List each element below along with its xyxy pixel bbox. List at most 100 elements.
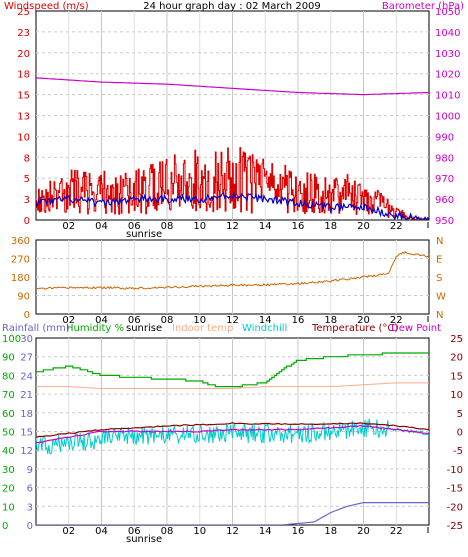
humidity-tick-label: 40 [2,446,15,457]
legend-humidity: Humidity % [66,323,124,334]
x-tick-label: 12 [226,526,239,537]
x-tick-label: 08 [161,526,174,537]
x-tick-label: 10 [193,221,206,232]
rainfall-tick-label: 21 [20,390,33,401]
rainfall-line [36,502,429,525]
legend-indoor-temp: Indoor temp [172,323,233,334]
barometer-line [36,77,429,96]
direction-tick-label: 180 [11,273,30,284]
chart-title: 24 hour graph day : 02 March 2009 [143,1,321,12]
compass-tick-label: N [436,310,443,321]
windspeed-tick-label: 18 [17,70,30,81]
humidity-tick-label: 90 [2,353,15,364]
legend-windchill: Windchill [242,323,287,334]
x-tick-label: 02 [62,221,75,232]
x-tick-label: 06 [128,221,141,232]
barometer-tick-label: 1040 [435,28,460,39]
rainfall-tick-label: 0 [27,521,33,532]
rainfall-tick-label: 12 [20,446,33,457]
temperature-tick-label: 15 [450,371,463,382]
x-tick-label: 22 [390,221,403,232]
x-tick-label: 06 [128,526,141,537]
temperature-tick-label: 25 [450,334,463,345]
barometer-tick-label: 1020 [435,70,460,81]
barometer-tick-label: 990 [435,132,454,143]
barometer-tick-label: 1050 [435,7,460,18]
humidity-line [36,352,429,388]
windspeed-tick-label: 0 [24,216,30,227]
dew-point-line [36,424,429,444]
rainfall-tick-label: 18 [20,409,33,420]
x-tick-label: 22 [390,526,403,537]
windspeed-tick-label: 3 [24,195,30,206]
humidity-tick-label: 50 [2,428,15,439]
windspeed-axis-label: Windspeed (m/s) [4,1,89,12]
humidity-tick-label: 100 [2,334,21,345]
legend-dew-point: Dew Point [391,323,441,334]
windspeed-average-line [36,190,429,220]
x-tick-label: 14 [259,315,272,326]
rainfall-tick-label: 27 [20,353,33,364]
x-tick-label: 18 [324,221,337,232]
direction-tick-label: 270 [11,255,30,266]
barometer-tick-label: 950 [435,216,454,227]
humidity-tick-label: 20 [2,484,15,495]
rainfall-tick-label: 9 [27,465,33,476]
x-tick-label: 10 [193,315,206,326]
windspeed-tick-label: 5 [24,174,30,185]
humidity-tick-label: 80 [2,371,15,382]
wind-panel-series [36,77,429,220]
humidity-tick-label: 30 [2,465,15,476]
temperature-tick-label: -15 [447,484,463,495]
panel-3-grid [36,338,429,525]
temperature-tick-label: 5 [457,409,463,420]
humidity-tick-label: 10 [2,502,15,513]
x-tick-label: 16 [292,221,305,232]
barometer-tick-label: 1030 [435,49,460,60]
rainfall-tick-label: 3 [27,502,33,513]
windspeed-tick-label: 20 [17,49,30,60]
sunrise-label: sunrise [126,534,162,545]
rainfall-tick-label: 15 [20,428,33,439]
direction-tick-label: 0 [24,310,30,321]
x-tick-label: 16 [292,315,305,326]
x-tick-label: 14 [259,221,272,232]
rainfall-tick-label: 6 [27,484,33,495]
x-tick-label: 20 [357,221,370,232]
legend-rainfall: Rainfall (mm) [2,323,70,334]
x-tick-label: 12 [226,315,239,326]
x-tick-label: 14 [259,526,272,537]
panel-2-grid [36,240,429,314]
sunrise-label: sunrise [126,323,162,334]
temperature-panel-series [36,352,429,525]
temperature-tick-label: -10 [447,465,463,476]
temperature-tick-label: 0 [457,428,463,439]
windspeed-gust-line [36,147,429,220]
x-tick-label: 06 [128,315,141,326]
humidity-tick-label: 60 [2,409,15,420]
x-tick-label: 02 [62,526,75,537]
sunrise-label: sunrise [126,229,162,240]
barometer-tick-label: 1010 [435,91,460,102]
temperature-tick-label: -25 [447,521,463,532]
windspeed-tick-label: 23 [17,28,30,39]
x-tick-label: 18 [324,315,337,326]
temperature-line [36,422,429,438]
barometer-tick-label: 1000 [435,112,460,123]
legend-temperature: Temperature (°C) [311,323,398,334]
barometer-tick-label: 970 [435,174,454,185]
barometer-tick-label: 960 [435,195,454,206]
wind-direction-line [36,250,429,290]
x-tick-label: 20 [357,315,370,326]
x-tick-label: 16 [292,526,305,537]
temperature-tick-label: -20 [447,502,463,513]
humidity-tick-label: 0 [2,521,8,532]
windchill-line [36,418,429,455]
x-tick-label: 04 [95,526,108,537]
compass-tick-label: E [436,255,442,266]
x-tick-label: 02 [62,315,75,326]
humidity-tick-label: 70 [2,390,15,401]
windspeed-tick-label: 10 [17,132,30,143]
